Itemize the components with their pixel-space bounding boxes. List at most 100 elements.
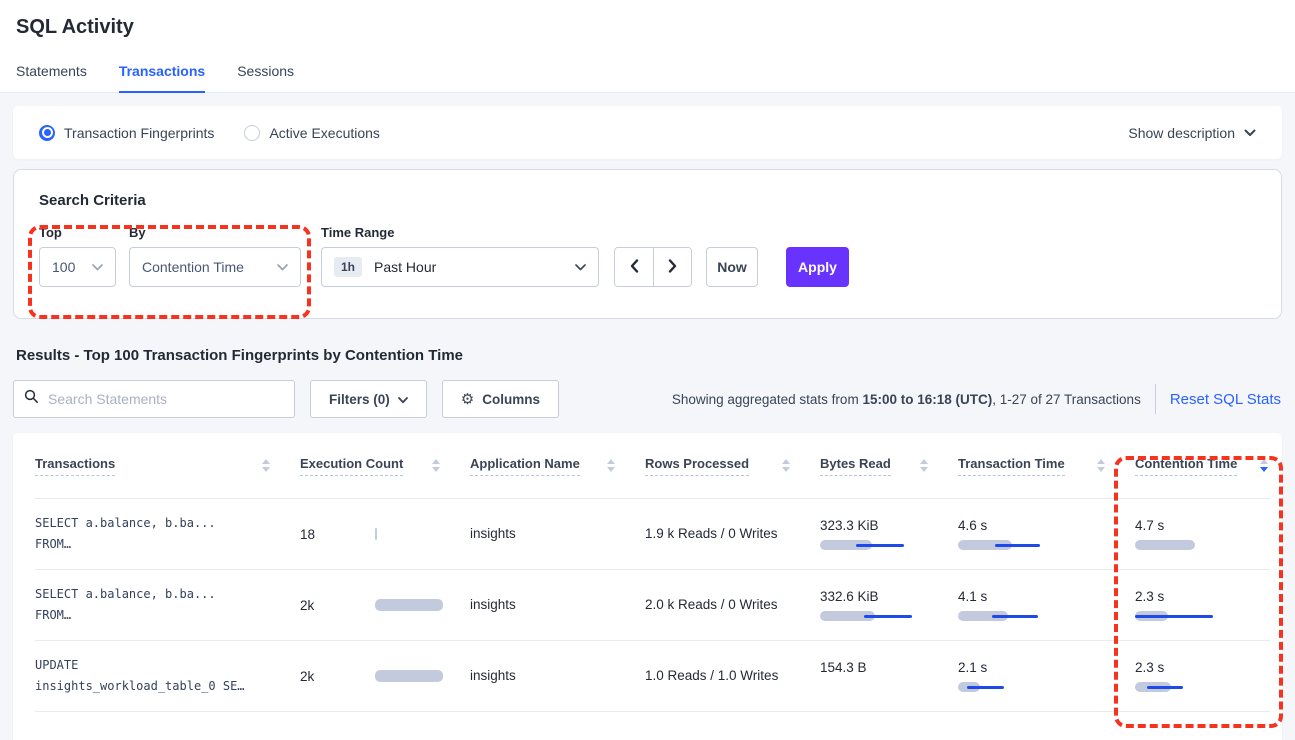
application-name-cell: insights <box>470 667 645 685</box>
column-label: Contention Time <box>1135 456 1238 476</box>
rows-processed-value: 1.0 Reads / 1.0 Writes <box>645 668 779 683</box>
bytes-read-value: 154.3 B <box>820 660 867 675</box>
by-select[interactable]: Contention Time <box>129 247 301 287</box>
stats-time-window: 15:00 to 16:18 (UTC) <box>862 391 993 407</box>
contention-time-cell: 2.3 s <box>1135 589 1270 621</box>
sort-icon <box>432 459 440 472</box>
page-header: SQL Activity Statements Transactions Sessi… <box>0 0 1295 93</box>
filters-button[interactable]: Filters (0) <box>310 380 427 418</box>
query-text-line2: FROM… <box>35 608 72 622</box>
search-statements-input[interactable] <box>48 391 284 407</box>
transaction-time-value: 4.1 s <box>958 589 988 604</box>
previous-time-range-button[interactable] <box>615 248 653 286</box>
bytes-read-bar <box>820 611 912 621</box>
transaction-fingerprint-cell[interactable]: SELECT a.balance, b.ba... FROM… <box>35 584 300 626</box>
table-body: SELECT a.balance, b.ba... FROM… 18 insig… <box>35 498 1270 711</box>
bytes-read-cell: 323.3 KiB <box>820 518 958 550</box>
query-text-line1: SELECT a.balance, b.ba... <box>35 516 216 530</box>
table-row: UPDATE insights_workload_table_0 SE… 2k … <box>35 640 1270 711</box>
column-header-transactions[interactable]: Transactions <box>35 456 300 476</box>
apply-button[interactable]: Apply <box>786 247 849 287</box>
query-text-line1: SELECT a.balance, b.ba... <box>35 587 216 601</box>
table-row-partial <box>35 711 1270 731</box>
now-button[interactable]: Now <box>706 247 758 287</box>
sort-icon <box>262 459 270 472</box>
transaction-fingerprint-cell[interactable]: UPDATE insights_workload_table_0 SE… <box>35 655 300 697</box>
chevron-down-icon <box>575 263 586 271</box>
application-name-value: insights <box>470 668 516 683</box>
time-range-label: Time Range <box>321 225 395 240</box>
contention-time-value: 2.3 s <box>1135 660 1165 675</box>
execution-count-bar <box>375 599 443 611</box>
bytes-read-value: 332.6 KiB <box>820 589 879 604</box>
filters-button-label: Filters (0) <box>329 391 390 407</box>
contention-time-bar <box>1135 540 1255 550</box>
chevron-left-icon <box>630 258 639 276</box>
column-header-bytes-read[interactable]: Bytes Read <box>820 456 958 476</box>
transaction-fingerprint-cell[interactable]: SELECT a.balance, b.ba... FROM… <box>35 513 300 555</box>
gear-icon: ⚙ <box>460 390 475 408</box>
execution-count-bar <box>375 528 443 540</box>
column-label: Application Name <box>470 456 580 476</box>
table-row: SELECT a.balance, b.ba... FROM… 2k insig… <box>35 569 1270 640</box>
rows-processed-cell: 1.9 k Reads / 0 Writes <box>645 525 820 543</box>
tab-transactions[interactable]: Transactions <box>118 63 206 93</box>
execution-count-bar <box>375 670 443 682</box>
page-title: SQL Activity <box>16 16 134 38</box>
application-name-value: insights <box>470 526 516 541</box>
transaction-time-cell: 4.6 s <box>958 518 1135 550</box>
view-toggle-band: Transaction Fingerprints Active Execution… <box>13 106 1282 159</box>
search-icon <box>24 389 39 409</box>
rows-processed-value: 2.0 k Reads / 0 Writes <box>645 597 778 612</box>
results-heading: Results - Top 100 Transaction Fingerprin… <box>16 347 464 364</box>
rows-processed-value: 1.9 k Reads / 0 Writes <box>645 526 778 541</box>
time-range-select[interactable]: 1h Past Hour <box>321 247 599 287</box>
tab-sessions[interactable]: Sessions <box>237 63 295 79</box>
rows-processed-cell: 2.0 k Reads / 0 Writes <box>645 596 820 614</box>
contention-time-cell: 2.3 s <box>1135 660 1270 692</box>
chevron-down-icon <box>277 263 288 271</box>
radio-option-active-executions[interactable]: Active Executions <box>244 124 380 141</box>
radio-option-transaction-fingerprints[interactable]: Transaction Fingerprints <box>39 124 214 141</box>
next-time-range-button[interactable] <box>653 248 691 286</box>
contention-time-value: 4.7 s <box>1135 518 1165 533</box>
table-row: SELECT a.balance, b.ba... FROM… 18 insig… <box>35 498 1270 569</box>
columns-button[interactable]: ⚙ Columns <box>441 380 559 418</box>
reset-sql-stats-link[interactable]: Reset SQL Stats <box>1169 390 1281 408</box>
transaction-time-cell: 4.1 s <box>958 589 1135 621</box>
sort-icon <box>782 459 790 472</box>
time-range-badge: 1h <box>334 257 363 277</box>
chevron-down-icon <box>92 263 103 271</box>
execution-count-value: 2k <box>300 597 315 613</box>
bytes-read-cell: 332.6 KiB <box>820 589 958 621</box>
top-select[interactable]: 100 <box>39 247 116 287</box>
show-description-toggle[interactable]: Show description <box>1128 125 1256 141</box>
execution-count-cell: 2k <box>300 669 470 684</box>
query-text-line1: UPDATE <box>35 658 79 672</box>
radio-icon <box>39 124 55 141</box>
by-label: By <box>129 225 146 240</box>
contention-time-cell: 4.7 s <box>1135 518 1270 550</box>
application-name-cell: insights <box>470 525 645 543</box>
view-toggle: Transaction Fingerprints Active Execution… <box>39 124 410 141</box>
sort-icon <box>920 459 928 472</box>
chevron-down-icon <box>397 392 408 407</box>
bytes-read-bar <box>820 540 906 550</box>
tab-statements[interactable]: Statements <box>16 63 87 79</box>
column-header-application-name[interactable]: Application Name <box>470 456 645 476</box>
column-header-execution-count[interactable]: Execution Count <box>300 456 470 476</box>
column-label: Transactions <box>35 456 116 476</box>
tabs: Statements Transactions Sessions <box>0 63 1295 93</box>
column-header-rows-processed[interactable]: Rows Processed <box>645 456 820 476</box>
chevron-down-icon <box>1244 129 1256 137</box>
divider <box>1154 384 1156 414</box>
top-label: Top <box>39 225 62 240</box>
by-select-value: Contention Time <box>142 259 244 275</box>
column-header-contention-time[interactable]: Contention Time <box>1135 456 1270 476</box>
column-header-transaction-time[interactable]: Transaction Time <box>958 456 1135 476</box>
chevron-right-icon <box>668 258 677 276</box>
top-select-value: 100 <box>52 259 76 275</box>
search-criteria-panel: Search Criteria Top 100 By Contention Ti… <box>13 169 1282 319</box>
radio-label: Active Executions <box>269 124 380 141</box>
sort-icon <box>1097 459 1105 472</box>
